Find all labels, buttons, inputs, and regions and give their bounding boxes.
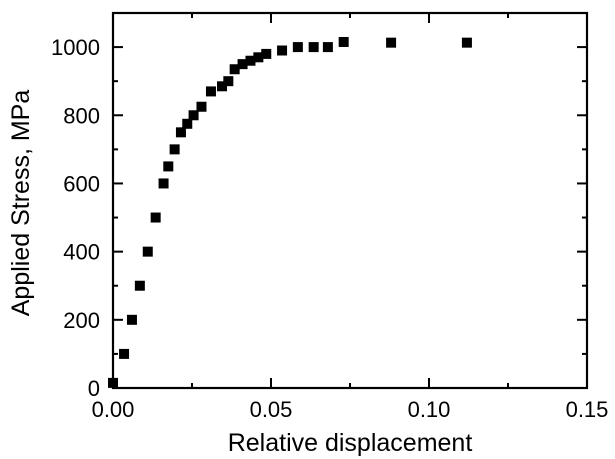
data-point: [338, 36, 349, 47]
y-tick-label: 600: [63, 171, 100, 196]
data-point: [277, 45, 288, 56]
data-point: [119, 348, 130, 359]
data-point: [175, 127, 186, 138]
data-point: [223, 76, 234, 87]
data-point: [261, 48, 272, 59]
data-point: [461, 37, 472, 48]
y-tick-label: 200: [63, 308, 100, 333]
x-tick-label: 0.10: [408, 397, 451, 422]
data-point: [308, 42, 319, 53]
x-tick-label: 0.00: [92, 397, 135, 422]
data-point: [188, 110, 199, 121]
data-point: [163, 161, 174, 172]
plot-border: [111, 11, 589, 390]
x-tick-label: 0.05: [250, 397, 293, 422]
y-axis-title: Applied Stress, MPa: [7, 90, 35, 317]
y-tick-label: 400: [63, 240, 100, 265]
data-point: [142, 246, 153, 257]
data-point: [196, 101, 207, 112]
x-axis-title: Relative displacement: [228, 429, 473, 457]
y-tick-label: 1000: [51, 35, 100, 60]
data-point: [229, 64, 240, 75]
x-axis-ticks: 0.00 0.05 0.10 0.15: [92, 13, 609, 422]
data-point: [217, 81, 228, 92]
data-point: [205, 86, 216, 97]
y-axis-ticks: 0 200 400 600 800 1000: [51, 35, 587, 401]
x-tick-label: 0.15: [566, 397, 609, 422]
data-point: [150, 212, 161, 223]
y-tick-label: 0: [88, 376, 100, 401]
plot-frame: [111, 11, 589, 390]
data-point: [134, 280, 145, 291]
data-markers: [108, 36, 472, 388]
data-point: [158, 178, 169, 189]
data-point: [386, 37, 397, 48]
data-point: [108, 377, 118, 388]
data-point: [182, 118, 193, 129]
data-point: [126, 314, 137, 325]
y-tick-label: 800: [63, 103, 100, 128]
data-point: [169, 144, 180, 155]
data-point: [253, 52, 264, 63]
data-point: [292, 42, 303, 53]
data-point: [322, 42, 333, 53]
data-point: [237, 59, 248, 70]
data-point: [245, 55, 256, 66]
